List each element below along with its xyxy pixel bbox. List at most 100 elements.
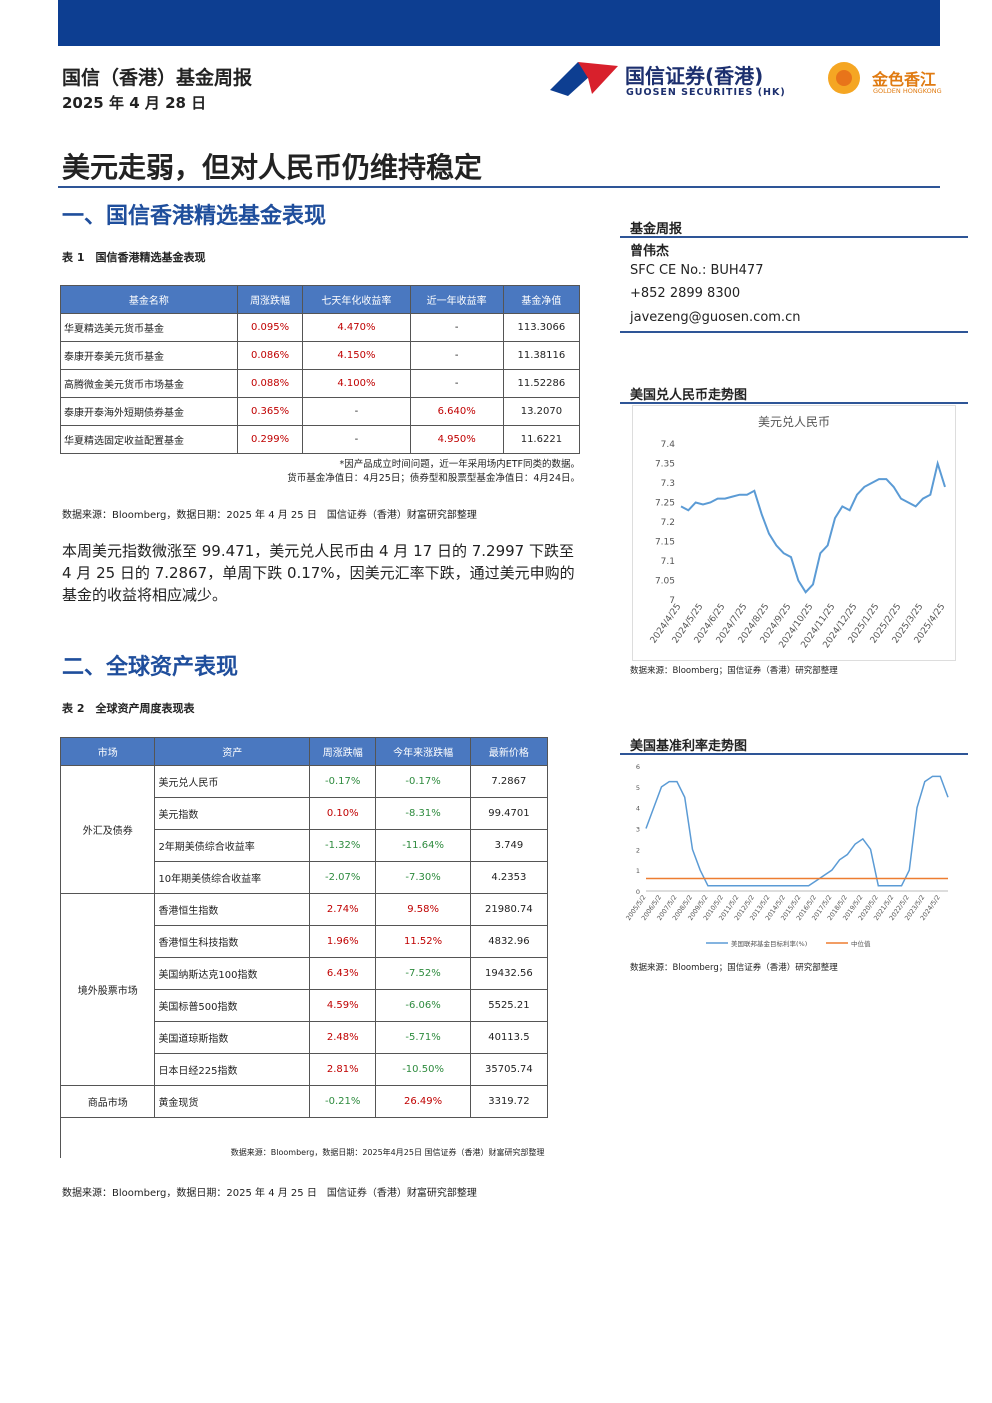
cell: 4.2353 (469, 861, 549, 894)
source: 数据来源：Bloomberg，数据日期：2025 年 4 月 25 日 国信证券… (62, 510, 477, 521)
header-cell: 资产 (154, 737, 311, 766)
data-line (645, 775, 949, 887)
cell: 泰康开泰美元货币基金 (60, 341, 238, 370)
cell: 11.38116 (502, 341, 581, 370)
chart: 01234562005/5/22006/5/22007/5/22008/5/22… (624, 763, 949, 948)
cell: 黄金现货 (154, 1085, 311, 1118)
header-cell: 近一年收益率 (409, 285, 504, 314)
table-caption: 表 2 全球资产周度表现表 (62, 702, 195, 715)
header-row: 市场 资产 周涨跌幅 今年来涨跌幅 最新价格 (59, 737, 549, 766)
fund-table: 基金名称 周涨跌幅 七天年化收益率 近一年收益率 基金净值 华夏精选美元货币基金 0.095… (60, 285, 581, 454)
header-cell: 今年来涨跌幅 (375, 737, 471, 766)
table-caption: 表 1 国信香港精选基金表现 (62, 251, 206, 264)
cell: -7.30% (375, 861, 471, 894)
cell: 35705.74 (469, 1053, 549, 1086)
row: 华夏精选固定收益配置基金 0.299% -4.950% 11.6221 (60, 425, 581, 454)
email: javezeng@guosen.com.cn (630, 310, 801, 325)
cell: -11.64% (375, 829, 471, 862)
y-tick-label: 2 (636, 846, 640, 854)
header-cell: 基金净值 (502, 285, 581, 314)
cell: 2.74% (309, 893, 377, 926)
cell: 3319.72 (469, 1085, 549, 1118)
cell: 香港恒生指数 (154, 893, 311, 926)
cell: -6.06% (375, 989, 471, 1022)
cell: 40113.5 (469, 1021, 549, 1054)
row: 美国标普500指数 4.59% -6.06% 5525.21 (61, 989, 549, 1022)
cell: 4.150% (302, 341, 411, 370)
cell: - (409, 369, 504, 398)
cell: 6.43% (309, 957, 377, 990)
cell: 0.095% (236, 313, 304, 342)
y-tick-label: 7.35 (655, 460, 675, 470)
header-cell: 基金名称 (60, 285, 238, 314)
cell: -8.31% (375, 797, 471, 830)
cell: -1.32% (309, 829, 377, 862)
cell: 高腾微金美元货币市场基金 (60, 369, 238, 398)
cell: -7.52% (375, 957, 471, 990)
header-cell: 最新价格 (469, 737, 549, 766)
y-tick-label: 6 (636, 763, 640, 771)
cell: 美元指数 (154, 797, 311, 830)
logo-name: 国信证券(香港) (625, 64, 764, 88)
cell: 泰康开泰海外短期债券基金 (60, 397, 238, 426)
paragraph: 本周美元指数微涨至 99.471，美元兑人民币由 4 月 17 日的 7.299… (62, 542, 575, 604)
brand-icon (828, 62, 860, 94)
logo-sub: GUOSEN SECURITIES (HK) (626, 87, 786, 98)
author: 曾伟杰 (630, 244, 670, 259)
cell: -0.17% (309, 765, 377, 798)
note-row: 数据来源：Bloomberg，数据日期：2025年4月25日 国信证券（香港）财… (60, 1117, 548, 1158)
rule (58, 186, 940, 188)
cell: -0.17% (375, 765, 471, 798)
report-title: 国信（香港）基金周报 (62, 67, 253, 89)
cell: 1.96% (309, 925, 377, 958)
cell: -10.50% (375, 1053, 471, 1086)
cell: 香港恒生科技指数 (154, 925, 311, 958)
header-cell: 周涨跌幅 (309, 737, 377, 766)
header-cell: 七天年化收益率 (302, 285, 411, 314)
section-heading: 二、全球资产表现 (62, 655, 239, 680)
cell: - (302, 425, 411, 454)
phone: +852 2899 8300 (630, 286, 741, 301)
cell: 11.52% (375, 925, 471, 958)
source: 数据来源：Bloomberg；国信证券（香港）研究部整理 (630, 666, 838, 676)
y-tick-label: 7.3 (661, 479, 675, 489)
market-cell: 外汇及债券 (59, 765, 156, 894)
row: 境外股票市场 香港恒生指数 2.74% 9.58% 21980.74 (59, 893, 549, 1086)
top-bar (58, 0, 940, 46)
rule (620, 331, 968, 333)
cell: 美国标普500指数 (154, 989, 311, 1022)
y-tick-label: 1 (636, 867, 640, 875)
legend-label: 美国联邦基金目标利率(%) (731, 939, 807, 948)
row: 日本日经225指数 2.81% -10.50% 35705.74 (61, 1053, 549, 1086)
cell: 0.365% (236, 397, 304, 426)
report-date: 2025 年 4 月 28 日 (62, 94, 207, 112)
logo-icon (550, 62, 618, 96)
cell: 华夏精选美元货币基金 (60, 313, 238, 342)
row: 美国道琼斯指数 2.48% -5.71% 40113.5 (61, 1021, 549, 1054)
cell: -0.21% (309, 1085, 377, 1118)
header-cell: 市场 (59, 737, 156, 766)
cell: - (302, 397, 411, 426)
main-title: 美元走弱，但对人民币仍维持稳定 (62, 151, 483, 184)
cell: 26.49% (375, 1085, 471, 1118)
cell: - (409, 313, 504, 342)
cell: 2年期美债综合收益率 (154, 829, 311, 862)
chart-title: 美元兑人民币 (758, 415, 830, 429)
note-cell: 数据来源：Bloomberg，数据日期：2025年4月25日 国信证券（香港）财… (60, 1117, 548, 1158)
cell: 4.470% (302, 313, 411, 342)
cell: 10年期美债综合收益率 (154, 861, 311, 894)
row: 商品市场 黄金现货 -0.21% 26.49% 3319.72 (59, 1085, 549, 1118)
cell: 2.81% (309, 1053, 377, 1086)
row: 华夏精选美元货币基金 0.095% 4.470% -113.3066 (60, 313, 581, 342)
row: 10年期美债综合收益率 -2.07% -7.30% 4.2353 (61, 861, 549, 894)
cell: 6.640% (409, 397, 504, 426)
cell: 0.299% (236, 425, 304, 454)
row: 泰康开泰美元货币基金 0.086% 4.150% -11.38116 (60, 341, 581, 370)
market-cell: 商品市场 (59, 1085, 156, 1118)
y-tick-label: 7 (669, 596, 675, 606)
y-tick-label: 4 (636, 805, 640, 813)
sidebar-label: 基金周报 (630, 222, 683, 237)
section-heading: 一、国信香港精选基金表现 (62, 204, 327, 229)
row: 泰康开泰海外短期债券基金 0.365% -6.640% 13.2070 (60, 397, 581, 426)
